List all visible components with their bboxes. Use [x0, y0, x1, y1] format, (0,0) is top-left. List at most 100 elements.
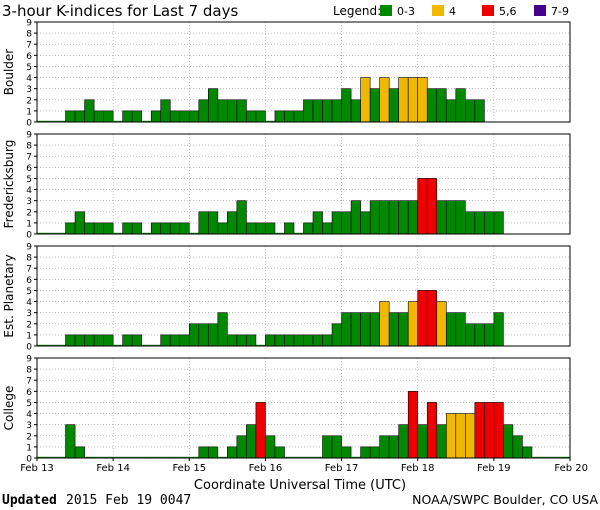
y-tick-label: 5: [26, 175, 32, 185]
bar: [426, 88, 438, 123]
legend-label-0: 0-3: [397, 5, 415, 18]
bar: [474, 323, 485, 347]
bar: [303, 334, 314, 347]
y-tick-label: 6: [26, 164, 32, 174]
y-tick-label: 9: [26, 131, 32, 141]
bar: [284, 222, 295, 235]
y-tick-label: 2: [26, 96, 32, 106]
bar: [465, 99, 476, 123]
bar: [322, 435, 333, 459]
x-tick-label: Feb 14: [96, 463, 130, 474]
bar: [74, 334, 85, 347]
bar: [417, 178, 428, 235]
bar: [407, 301, 419, 347]
bar: [369, 88, 380, 123]
bar: [246, 222, 257, 235]
bar: [227, 211, 238, 235]
bar: [379, 301, 390, 347]
bar: [236, 435, 247, 459]
bar: [398, 312, 409, 347]
bar: [312, 99, 323, 123]
bar: [74, 446, 85, 459]
bar: [341, 211, 352, 235]
bar: [179, 334, 190, 347]
bar: [293, 334, 304, 347]
bar: [445, 413, 457, 459]
bar: [284, 334, 295, 347]
bar: [493, 211, 504, 235]
bar: [236, 334, 247, 347]
bar: [131, 334, 142, 347]
bar: [131, 110, 142, 123]
panels: 0123456789Boulder0123456789Fredericksbur…: [2, 19, 571, 465]
y-tick-label: 5: [26, 63, 32, 73]
bar: [150, 222, 162, 235]
bar: [312, 334, 323, 347]
bar: [398, 200, 409, 235]
panel-label: Est. Planetary: [2, 254, 16, 337]
bar: [417, 424, 428, 459]
bar: [274, 334, 285, 347]
bar: [331, 435, 342, 459]
bar: [293, 110, 304, 123]
bar: [369, 446, 380, 459]
y-tick-label: 4: [26, 74, 32, 84]
bar: [417, 290, 428, 347]
y-tick-label: 5: [26, 399, 32, 409]
updated-label: Updated: [2, 493, 57, 508]
bar: [484, 402, 495, 459]
bar: [65, 222, 76, 235]
bar: [360, 211, 371, 235]
bar: [455, 200, 466, 235]
y-tick-label: 7: [26, 377, 32, 387]
x-tick-labels: Feb 13 Feb 14 Feb 15 Feb 16 Feb 17 Feb 18 Feb …: [20, 458, 588, 474]
bar: [388, 200, 399, 235]
bar: [93, 334, 104, 347]
bar: [198, 446, 209, 459]
bar: [436, 200, 447, 235]
bar: [103, 110, 114, 123]
bar: [160, 334, 171, 347]
bar: [179, 222, 190, 235]
bar: [131, 222, 142, 235]
legend-swatch-3: [534, 5, 546, 16]
bar: [455, 88, 466, 123]
bar: [246, 334, 257, 347]
bar: [331, 323, 342, 347]
bar: [474, 211, 485, 235]
bar: [398, 77, 409, 123]
bar: [255, 222, 266, 235]
y-tick-label: 9: [26, 243, 32, 253]
bar: [303, 99, 314, 123]
bar: [360, 77, 371, 123]
bar: [150, 110, 162, 123]
bar: [103, 222, 114, 235]
bar: [379, 435, 390, 459]
x-tick-label: Feb 18: [401, 463, 435, 474]
y-tick-label: 6: [26, 276, 32, 286]
legend-label-2: 5,6: [499, 5, 517, 18]
y-tick-label: 1: [26, 443, 32, 453]
y-tick-label: 7: [26, 41, 32, 51]
bar: [493, 402, 504, 459]
bar: [265, 334, 276, 347]
bar: [512, 435, 523, 459]
bar: [407, 200, 419, 235]
bar: [122, 334, 133, 347]
bar: [169, 334, 181, 347]
bar: [274, 446, 285, 459]
bar: [217, 312, 228, 347]
y-tick-label: 9: [26, 19, 32, 29]
bar: [74, 110, 85, 123]
bar: [84, 99, 95, 123]
bar: [455, 413, 466, 459]
bar: [474, 99, 485, 123]
bar: [465, 211, 476, 235]
y-tick-label: 3: [26, 421, 32, 431]
bar: [407, 77, 419, 123]
bar: [188, 110, 200, 123]
bar: [208, 323, 219, 347]
bar: [426, 290, 438, 347]
bar: [322, 99, 333, 123]
